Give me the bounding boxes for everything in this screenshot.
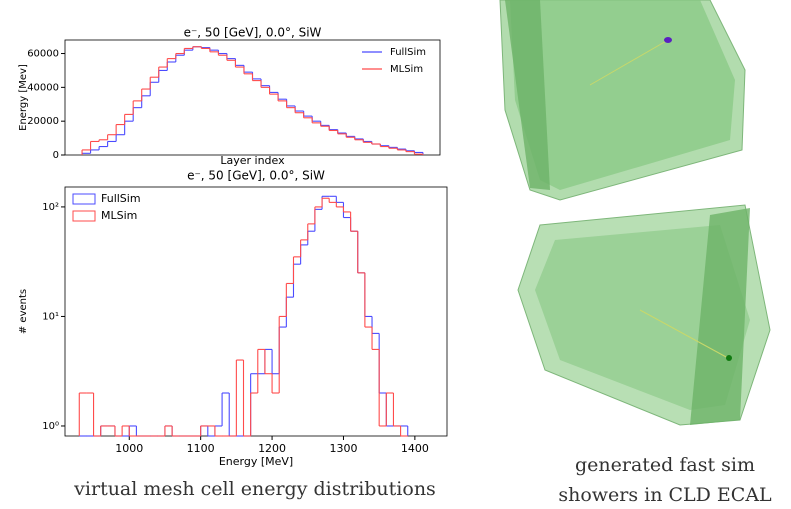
chart-title: e⁻, 50 [GeV], 0.0°, SiW [187, 169, 325, 183]
x-tick-label: 1100 [187, 442, 215, 455]
figure: virtual mesh cell energy distributions g… [0, 0, 791, 505]
chart-title: e⁻, 50 [GeV], 0.0°, SiW [184, 26, 322, 40]
y-tick-label: 0 [53, 150, 59, 161]
y-tick-label: 10⁰ [42, 421, 59, 432]
legend-label: MLSim [390, 64, 423, 75]
legend-label: FullSim [101, 192, 141, 205]
legend-label: FullSim [390, 47, 426, 58]
legend-label: MLSim [101, 209, 137, 222]
caption: generated fast sim [575, 454, 755, 476]
x-tick-label: 1200 [258, 442, 286, 455]
plot-frame [65, 40, 440, 155]
y-tick-label: 60000 [27, 49, 59, 60]
x-axis-label: Energy [MeV] [219, 455, 293, 468]
legend-swatch [73, 194, 95, 204]
detector-render-top [500, 0, 745, 200]
caption: showers in CLD ECAL [558, 484, 772, 505]
caption: virtual mesh cell energy distributions [73, 478, 436, 500]
x-axis-label: Layer index [220, 154, 285, 167]
detector-render-bottom [518, 205, 770, 425]
y-tick-label: 40000 [27, 82, 59, 93]
x-tick-label: 1400 [401, 442, 429, 455]
x-tick-label: 1300 [329, 442, 357, 455]
legend-swatch [73, 211, 95, 221]
y-tick-label: 10¹ [42, 311, 59, 322]
y-tick-label: 10² [42, 202, 59, 213]
y-axis-label: # events [18, 289, 29, 334]
plot-frame [65, 187, 447, 436]
x-tick-label: 1000 [115, 442, 143, 455]
y-tick-label: 20000 [27, 116, 59, 127]
